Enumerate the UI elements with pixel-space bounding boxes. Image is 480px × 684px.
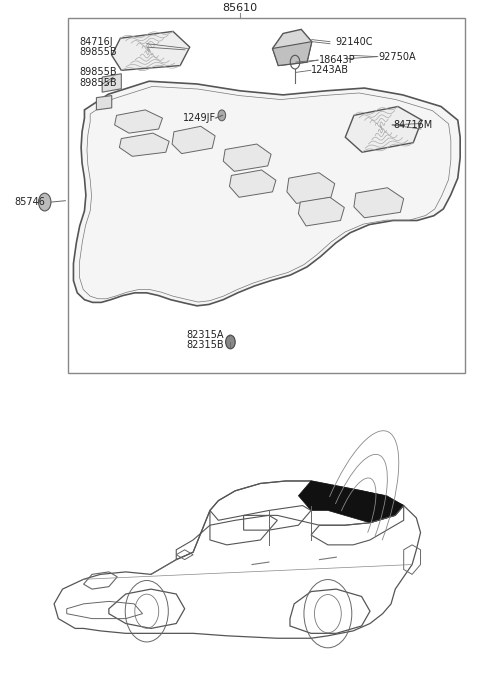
Text: 89855B: 89855B (80, 67, 117, 77)
Polygon shape (345, 107, 422, 153)
Polygon shape (273, 29, 312, 66)
Text: 92750A: 92750A (379, 52, 417, 62)
Polygon shape (299, 481, 404, 523)
Text: 18643P: 18643P (319, 55, 356, 65)
Polygon shape (120, 133, 169, 157)
Polygon shape (354, 187, 404, 218)
Text: 92140C: 92140C (336, 37, 373, 47)
Text: 82315B: 82315B (186, 340, 224, 350)
Polygon shape (73, 81, 460, 306)
Text: 82315A: 82315A (186, 330, 224, 340)
Polygon shape (287, 173, 335, 203)
Text: 85746: 85746 (14, 197, 45, 207)
Polygon shape (112, 31, 190, 70)
Circle shape (38, 193, 51, 211)
Circle shape (226, 335, 235, 349)
Text: 84716J: 84716J (80, 37, 113, 47)
Polygon shape (102, 74, 121, 92)
Circle shape (218, 110, 226, 121)
Text: 85610: 85610 (222, 3, 258, 12)
Polygon shape (172, 127, 215, 154)
Text: 89855B: 89855B (80, 77, 117, 88)
Text: 84716M: 84716M (393, 120, 432, 130)
Polygon shape (96, 96, 112, 110)
Text: 1249JF: 1249JF (182, 113, 216, 123)
Text: 1243AB: 1243AB (311, 65, 349, 75)
Polygon shape (229, 170, 276, 197)
Polygon shape (299, 197, 344, 226)
Polygon shape (115, 110, 162, 133)
Polygon shape (223, 144, 271, 172)
Polygon shape (273, 42, 312, 66)
Text: 89855B: 89855B (80, 47, 117, 57)
Bar (68, 18, 465, 373)
